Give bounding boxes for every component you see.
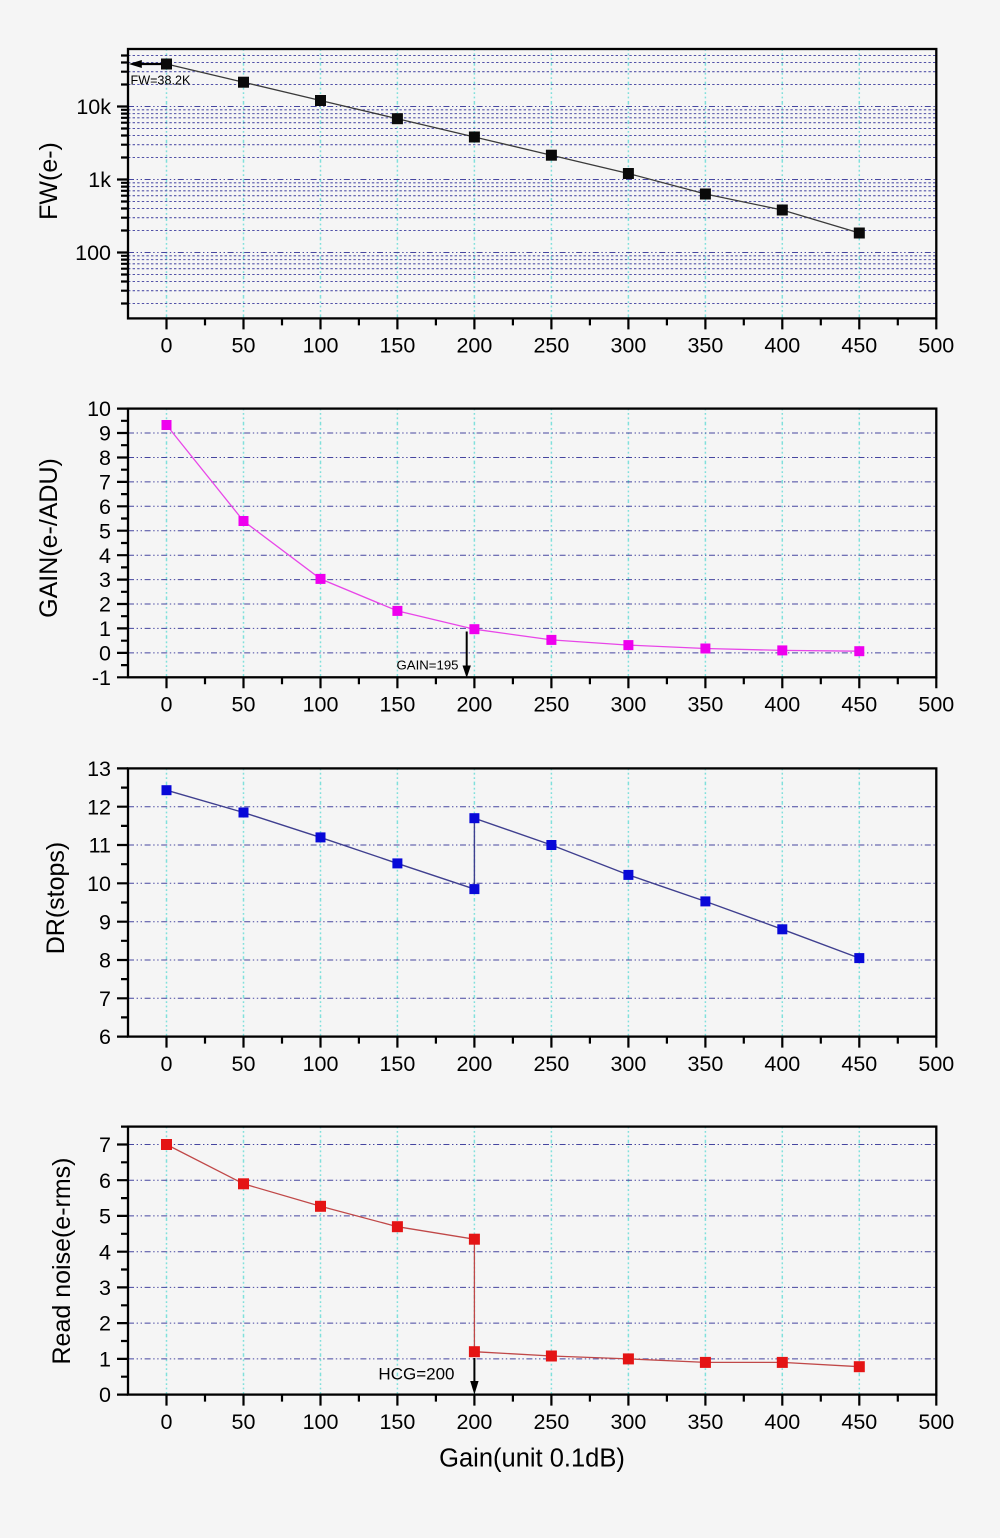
svg-text:100: 100: [303, 693, 339, 717]
svg-text:6: 6: [99, 1025, 111, 1049]
svg-text:300: 300: [610, 1410, 646, 1434]
svg-text:150: 150: [379, 693, 415, 717]
svg-text:100: 100: [303, 1410, 339, 1434]
svg-text:8: 8: [99, 949, 111, 973]
svg-text:400: 400: [764, 1410, 800, 1434]
svg-text:150: 150: [379, 1410, 415, 1434]
svg-text:Gain(unit 0.1dB): Gain(unit 0.1dB): [439, 1445, 625, 1473]
svg-text:9: 9: [99, 910, 111, 934]
svg-text:-1: -1: [92, 666, 111, 690]
svg-text:3: 3: [99, 568, 111, 592]
svg-text:13: 13: [87, 757, 111, 781]
svg-text:1: 1: [99, 1348, 111, 1372]
svg-text:200: 200: [456, 1052, 492, 1076]
svg-text:300: 300: [610, 1052, 646, 1076]
svg-text:300: 300: [610, 693, 646, 717]
svg-text:0: 0: [161, 334, 173, 358]
svg-text:2: 2: [99, 1312, 111, 1336]
svg-text:200: 200: [456, 693, 492, 717]
svg-text:4: 4: [99, 1240, 111, 1264]
svg-text:400: 400: [764, 693, 800, 717]
svg-text:0: 0: [161, 1410, 173, 1434]
svg-text:7: 7: [99, 471, 111, 495]
svg-text:250: 250: [533, 334, 569, 358]
svg-text:50: 50: [232, 1052, 256, 1076]
svg-text:400: 400: [764, 334, 800, 358]
svg-text:5: 5: [99, 1205, 111, 1229]
svg-text:200: 200: [456, 334, 492, 358]
svg-text:50: 50: [232, 334, 256, 358]
svg-text:300: 300: [610, 334, 646, 358]
svg-text:250: 250: [533, 1052, 569, 1076]
svg-text:6: 6: [99, 495, 111, 519]
svg-text:450: 450: [841, 1410, 877, 1434]
svg-text:100: 100: [75, 241, 111, 265]
svg-text:0: 0: [161, 1052, 173, 1076]
svg-text:7: 7: [99, 1133, 111, 1157]
svg-text:9: 9: [99, 422, 111, 446]
svg-text:450: 450: [841, 693, 877, 717]
svg-text:500: 500: [918, 334, 954, 358]
svg-text:150: 150: [379, 1052, 415, 1076]
svg-text:350: 350: [687, 1410, 723, 1434]
svg-text:350: 350: [687, 693, 723, 717]
svg-text:250: 250: [533, 693, 569, 717]
svg-text:150: 150: [379, 334, 415, 358]
svg-text:5: 5: [99, 519, 111, 543]
svg-text:100: 100: [303, 334, 339, 358]
svg-text:450: 450: [841, 1052, 877, 1076]
svg-text:GAIN(e-/ADU): GAIN(e-/ADU): [35, 458, 63, 618]
svg-text:500: 500: [918, 693, 954, 717]
svg-text:12: 12: [87, 795, 111, 819]
svg-text:4: 4: [99, 544, 111, 568]
svg-text:Read noise(e-rms): Read noise(e-rms): [48, 1157, 76, 1364]
svg-text:10: 10: [87, 397, 111, 421]
svg-text:50: 50: [232, 1410, 256, 1434]
svg-text:450: 450: [841, 334, 877, 358]
svg-text:FW=38.2K: FW=38.2K: [131, 74, 191, 88]
svg-text:350: 350: [687, 334, 723, 358]
svg-text:10k: 10k: [76, 95, 111, 119]
svg-text:8: 8: [99, 446, 111, 470]
svg-text:FW(e-): FW(e-): [35, 142, 63, 220]
svg-text:10: 10: [87, 872, 111, 896]
svg-text:6: 6: [99, 1169, 111, 1193]
svg-text:500: 500: [918, 1052, 954, 1076]
svg-text:100: 100: [303, 1052, 339, 1076]
svg-text:250: 250: [533, 1410, 569, 1434]
svg-text:500: 500: [918, 1410, 954, 1434]
svg-text:3: 3: [99, 1276, 111, 1300]
svg-text:HCG=200: HCG=200: [378, 1365, 454, 1384]
svg-text:50: 50: [232, 693, 256, 717]
svg-text:7: 7: [99, 987, 111, 1011]
svg-text:0: 0: [99, 642, 111, 666]
svg-text:11: 11: [89, 834, 111, 858]
svg-text:2: 2: [99, 593, 111, 617]
svg-text:400: 400: [764, 1052, 800, 1076]
svg-text:1k: 1k: [88, 168, 111, 192]
svg-text:0: 0: [161, 693, 173, 717]
svg-text:350: 350: [687, 1052, 723, 1076]
svg-text:DR(stops): DR(stops): [42, 842, 70, 955]
svg-text:200: 200: [456, 1410, 492, 1434]
svg-text:GAIN=195: GAIN=195: [397, 658, 459, 673]
svg-text:1: 1: [99, 617, 111, 641]
svg-text:0: 0: [99, 1383, 111, 1407]
